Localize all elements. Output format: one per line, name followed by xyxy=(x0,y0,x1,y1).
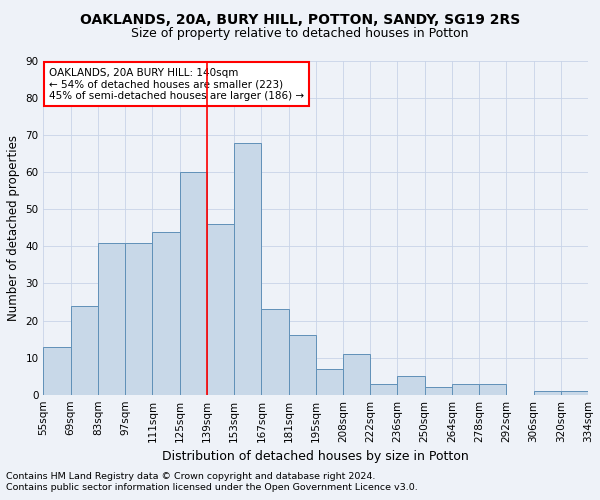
Bar xyxy=(397,376,425,394)
Text: OAKLANDS, 20A, BURY HILL, POTTON, SANDY, SG19 2RS: OAKLANDS, 20A, BURY HILL, POTTON, SANDY,… xyxy=(80,12,520,26)
X-axis label: Distribution of detached houses by size in Potton: Distribution of detached houses by size … xyxy=(163,450,469,463)
Bar xyxy=(43,346,71,395)
Text: Contains public sector information licensed under the Open Government Licence v3: Contains public sector information licen… xyxy=(6,484,418,492)
Bar xyxy=(316,369,343,394)
Bar xyxy=(234,142,262,394)
Bar xyxy=(452,384,479,394)
Bar xyxy=(425,388,452,394)
Text: Size of property relative to detached houses in Potton: Size of property relative to detached ho… xyxy=(131,28,469,40)
Y-axis label: Number of detached properties: Number of detached properties xyxy=(7,135,20,321)
Bar xyxy=(98,242,125,394)
Bar xyxy=(533,391,561,394)
Bar xyxy=(179,172,207,394)
Bar xyxy=(479,384,506,394)
Text: Contains HM Land Registry data © Crown copyright and database right 2024.: Contains HM Land Registry data © Crown c… xyxy=(6,472,376,481)
Bar xyxy=(561,391,588,394)
Bar xyxy=(370,384,397,394)
Bar xyxy=(343,354,370,395)
Bar xyxy=(152,232,179,394)
Bar xyxy=(262,310,289,394)
Bar xyxy=(289,336,316,394)
Bar xyxy=(125,242,152,394)
Bar xyxy=(71,306,98,394)
Bar xyxy=(207,224,234,394)
Text: OAKLANDS, 20A BURY HILL: 140sqm
← 54% of detached houses are smaller (223)
45% o: OAKLANDS, 20A BURY HILL: 140sqm ← 54% of… xyxy=(49,68,304,101)
